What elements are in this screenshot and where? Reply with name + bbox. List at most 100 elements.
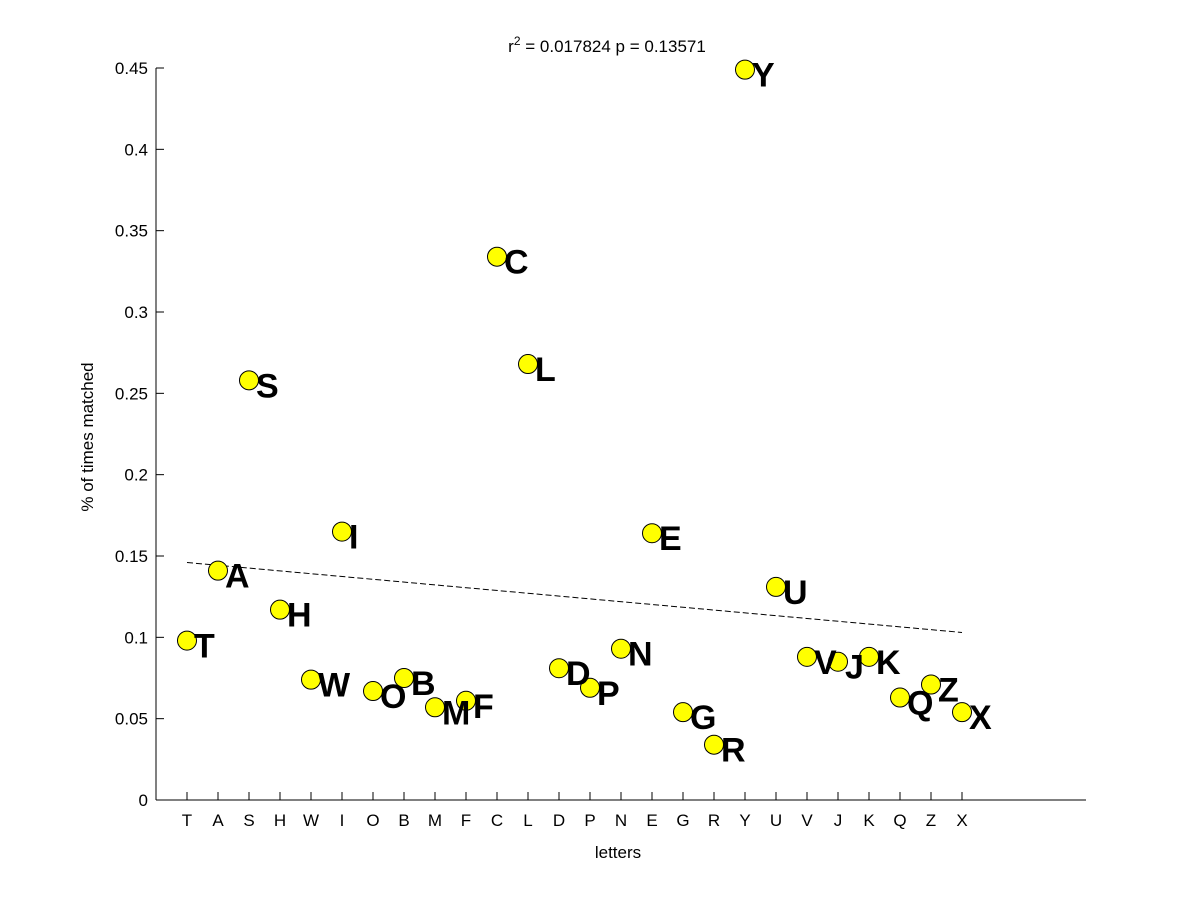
point-label-q: Q — [907, 685, 933, 723]
data-point-q — [890, 687, 910, 708]
point-label-r: R — [721, 732, 746, 770]
data-point-w — [301, 669, 321, 690]
point-label-t: T — [194, 628, 215, 666]
title-prefix: r — [508, 37, 514, 56]
trendline-group — [186, 562, 963, 633]
y-tick-label: 0 — [139, 791, 148, 810]
data-point-a — [208, 560, 228, 581]
x-tick-label: A — [212, 811, 224, 830]
point-label-a: A — [225, 558, 250, 596]
point-label-p: P — [597, 675, 620, 713]
point-label-s: S — [256, 367, 279, 405]
point-label-e: E — [659, 520, 682, 558]
data-point-k — [859, 646, 879, 667]
x-tick-label: W — [303, 811, 319, 830]
x-tick-label: M — [428, 811, 442, 830]
y-tick-label: 0.3 — [124, 303, 148, 322]
y-tick-label: 0.2 — [124, 466, 148, 485]
x-tick-label: L — [523, 811, 532, 830]
point-label-l: L — [535, 351, 556, 389]
point-label-u: U — [783, 574, 808, 612]
data-point-t — [177, 630, 197, 651]
title-superscript: 2 — [514, 34, 521, 48]
point-label-i: I — [349, 519, 358, 557]
y-tick-label: 0.45 — [115, 59, 148, 78]
x-tick-label: C — [491, 811, 503, 830]
x-axis-title: letters — [595, 843, 641, 862]
x-tick-label: E — [646, 811, 657, 830]
x-tick-label: O — [366, 811, 379, 830]
x-tick-label: G — [676, 811, 689, 830]
x-tick-label: B — [398, 811, 409, 830]
point-label-h: H — [287, 597, 312, 635]
y-tick-label: 0.25 — [115, 384, 148, 403]
data-point-b — [394, 668, 414, 688]
point-label-z: Z — [938, 672, 959, 710]
x-tick-label: Z — [926, 811, 936, 830]
chart-title: r2 = 0.017824 p = 0.13571 — [508, 34, 706, 56]
data-point-m — [425, 697, 445, 718]
x-tick-label: X — [956, 811, 967, 830]
point-label-b: B — [411, 665, 436, 703]
x-tick-label: V — [801, 811, 813, 830]
point-label-x: X — [969, 699, 992, 737]
point-label-d: D — [566, 655, 591, 693]
x-tick-label: U — [770, 811, 782, 830]
x-tick-label: Y — [739, 811, 750, 830]
x-tick-label: H — [274, 811, 286, 830]
data-point-o — [363, 681, 383, 702]
data-point-h — [270, 599, 290, 620]
point-label-g: G — [690, 699, 716, 737]
point-label-v: V — [814, 644, 837, 682]
data-points — [177, 59, 972, 755]
point-label-y: Y — [752, 57, 775, 95]
data-point-c — [487, 246, 507, 267]
point-label-o: O — [380, 678, 406, 716]
point-label-f: F — [473, 688, 494, 726]
data-point-z — [921, 674, 941, 695]
data-point-u — [766, 576, 786, 597]
axes: 00.050.10.150.20.250.30.350.40.45T A S H W I O… — [115, 59, 1086, 830]
y-axis-title: % of times matched — [78, 362, 97, 511]
data-point-n — [611, 638, 631, 659]
data-point-d — [549, 658, 569, 679]
x-tick-label: S — [243, 811, 254, 830]
x-tick-label: I — [340, 811, 345, 830]
data-point-x — [952, 702, 972, 723]
point-label-k: K — [876, 644, 901, 682]
data-point-r — [704, 734, 724, 755]
x-tick-label: N — [615, 811, 627, 830]
y-tick-label: 0.4 — [124, 140, 148, 159]
data-point-y — [735, 59, 755, 80]
x-tick-label: R — [708, 811, 720, 830]
x-tick-label: T — [182, 811, 192, 830]
y-tick-label: 0.15 — [115, 547, 148, 566]
data-point-g — [673, 702, 693, 723]
point-label-w: W — [318, 667, 351, 705]
point-label-j: J — [845, 649, 864, 687]
y-tick-label: 0.35 — [115, 222, 148, 241]
data-point-i — [332, 521, 352, 542]
data-point-l — [518, 354, 538, 375]
x-tick-label: F — [461, 811, 471, 830]
trendline — [186, 562, 963, 633]
x-tick-label: J — [834, 811, 843, 830]
y-tick-label: 0.05 — [115, 710, 148, 729]
data-point-f — [456, 690, 476, 711]
x-tick-label: P — [584, 811, 595, 830]
x-tick-label: D — [553, 811, 565, 830]
point-label-c: C — [504, 244, 529, 282]
y-tick-label: 0.1 — [124, 628, 148, 647]
data-point-j — [828, 651, 848, 672]
point-label-m: M — [442, 694, 470, 732]
x-tick-label: Q — [893, 811, 906, 830]
point-labels: TA S HW I O BM F C L DPN E GR Y UV J KQ ZX — [194, 57, 992, 770]
point-label-n: N — [628, 636, 653, 674]
data-point-v — [797, 646, 817, 667]
data-point-e — [642, 523, 662, 544]
data-point-s — [239, 370, 259, 391]
data-point-p — [580, 677, 600, 698]
x-tick-label: K — [863, 811, 875, 830]
